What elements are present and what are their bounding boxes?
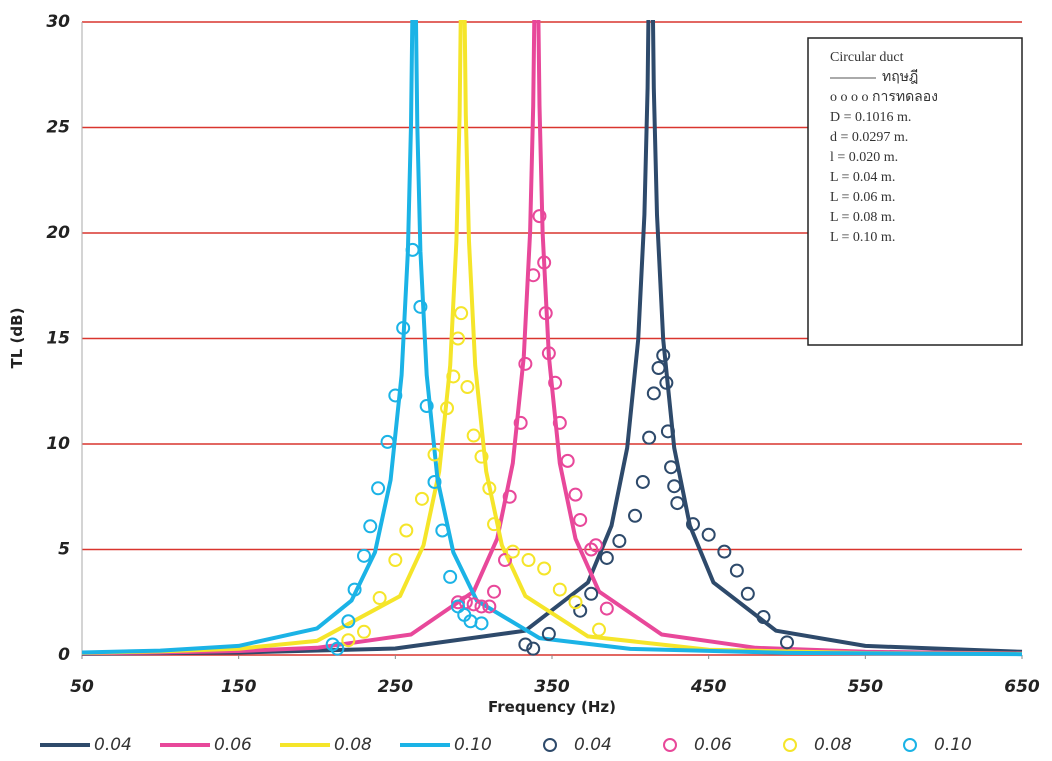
annotation-text: d = 0.0297 m. bbox=[830, 130, 908, 145]
x-tick-label: 350 bbox=[534, 677, 570, 697]
experiment-point bbox=[653, 362, 665, 374]
annotation-text: L = 0.06 m. bbox=[830, 190, 895, 205]
experiment-point bbox=[668, 480, 680, 492]
legend-marker bbox=[784, 739, 796, 751]
experiment-point bbox=[382, 436, 394, 448]
x-tick-label: 450 bbox=[690, 677, 727, 697]
y-axis-label: TL (dB) bbox=[8, 308, 26, 369]
experiment-point bbox=[364, 520, 376, 532]
x-tick-label: 150 bbox=[221, 677, 257, 697]
y-tick-label: 20 bbox=[46, 223, 70, 243]
x-tick-label: 650 bbox=[1004, 677, 1040, 697]
experiment-point bbox=[374, 592, 386, 604]
annotation-text: L = 0.10 m. bbox=[830, 230, 895, 245]
experiment-point bbox=[601, 603, 613, 615]
annotation-text: o o o o การทดลอง bbox=[830, 90, 938, 105]
experiment-point bbox=[476, 617, 488, 629]
experiment-point bbox=[523, 554, 535, 566]
x-tick-label: 550 bbox=[848, 677, 884, 697]
experiment-point bbox=[643, 432, 655, 444]
experiment-point bbox=[731, 565, 743, 577]
y-tick-label: 15 bbox=[46, 329, 70, 349]
legend-label: 0.04 bbox=[94, 735, 132, 755]
experiment-point bbox=[781, 636, 793, 648]
experiment-point bbox=[358, 550, 370, 562]
experiment-point bbox=[455, 307, 467, 319]
experiment-point bbox=[601, 552, 613, 564]
experiment-point bbox=[358, 626, 370, 638]
experiment-point bbox=[629, 510, 641, 522]
annotation-text: l = 0.020 m. bbox=[830, 150, 898, 165]
experiment-point bbox=[372, 482, 384, 494]
legend-marker bbox=[664, 739, 676, 751]
annotation-text: L = 0.04 m. bbox=[830, 170, 895, 185]
experiment-point bbox=[468, 598, 480, 610]
legend-label: 0.10 bbox=[934, 735, 972, 755]
chart: Frequency (Hz) TL (dB) 0 5 10 15 20 25 30 50 150… bbox=[0, 0, 1052, 761]
y-tick-label: 10 bbox=[46, 434, 70, 454]
experiment-point bbox=[488, 586, 500, 598]
experiment-point bbox=[562, 455, 574, 467]
experiment-point bbox=[718, 546, 730, 558]
experiment-point bbox=[400, 525, 412, 537]
legend-label: 0.08 bbox=[334, 735, 372, 755]
legend-marker bbox=[904, 739, 916, 751]
experiment-point bbox=[593, 624, 605, 636]
experiment-point bbox=[468, 430, 480, 442]
experiment-point bbox=[507, 546, 519, 558]
x-tick-label: 250 bbox=[378, 677, 414, 697]
x-tick-label: 50 bbox=[70, 677, 94, 697]
legend-label: 0.06 bbox=[694, 735, 732, 755]
legend-marker bbox=[544, 739, 556, 751]
annotation-text: ทฤษฎี bbox=[882, 69, 918, 85]
experiment-point bbox=[585, 588, 597, 600]
y-tick-label: 0 bbox=[58, 645, 70, 665]
y-tick-label: 5 bbox=[58, 540, 70, 560]
experiment-point bbox=[461, 381, 473, 393]
experiment-point bbox=[436, 525, 448, 537]
experiment-point bbox=[613, 535, 625, 547]
legend-label: 0.08 bbox=[814, 735, 852, 755]
legend-label: 0.10 bbox=[454, 735, 492, 755]
experiment-point bbox=[538, 562, 550, 574]
y-tick-label: 25 bbox=[46, 118, 70, 138]
experiment-point bbox=[416, 493, 428, 505]
legend-label: 0.06 bbox=[214, 735, 252, 755]
experiment-point bbox=[444, 571, 456, 583]
annotation-text: Circular duct bbox=[830, 50, 904, 65]
experiment-point bbox=[389, 554, 401, 566]
experiment-point bbox=[671, 497, 683, 509]
experiment-point bbox=[574, 514, 586, 526]
annotation-text: D = 0.1016 m. bbox=[830, 110, 911, 125]
annotation-text: L = 0.08 m. bbox=[830, 210, 895, 225]
experiment-point bbox=[570, 489, 582, 501]
y-tick-label: 30 bbox=[46, 12, 70, 32]
x-axis-label: Frequency (Hz) bbox=[488, 698, 616, 716]
experiment-point bbox=[742, 588, 754, 600]
experiment-point bbox=[703, 529, 715, 541]
experiment-point bbox=[648, 387, 660, 399]
experiment-point bbox=[665, 461, 677, 473]
experiment-point bbox=[554, 584, 566, 596]
experiment-point bbox=[637, 476, 649, 488]
legend-label: 0.04 bbox=[574, 735, 612, 755]
